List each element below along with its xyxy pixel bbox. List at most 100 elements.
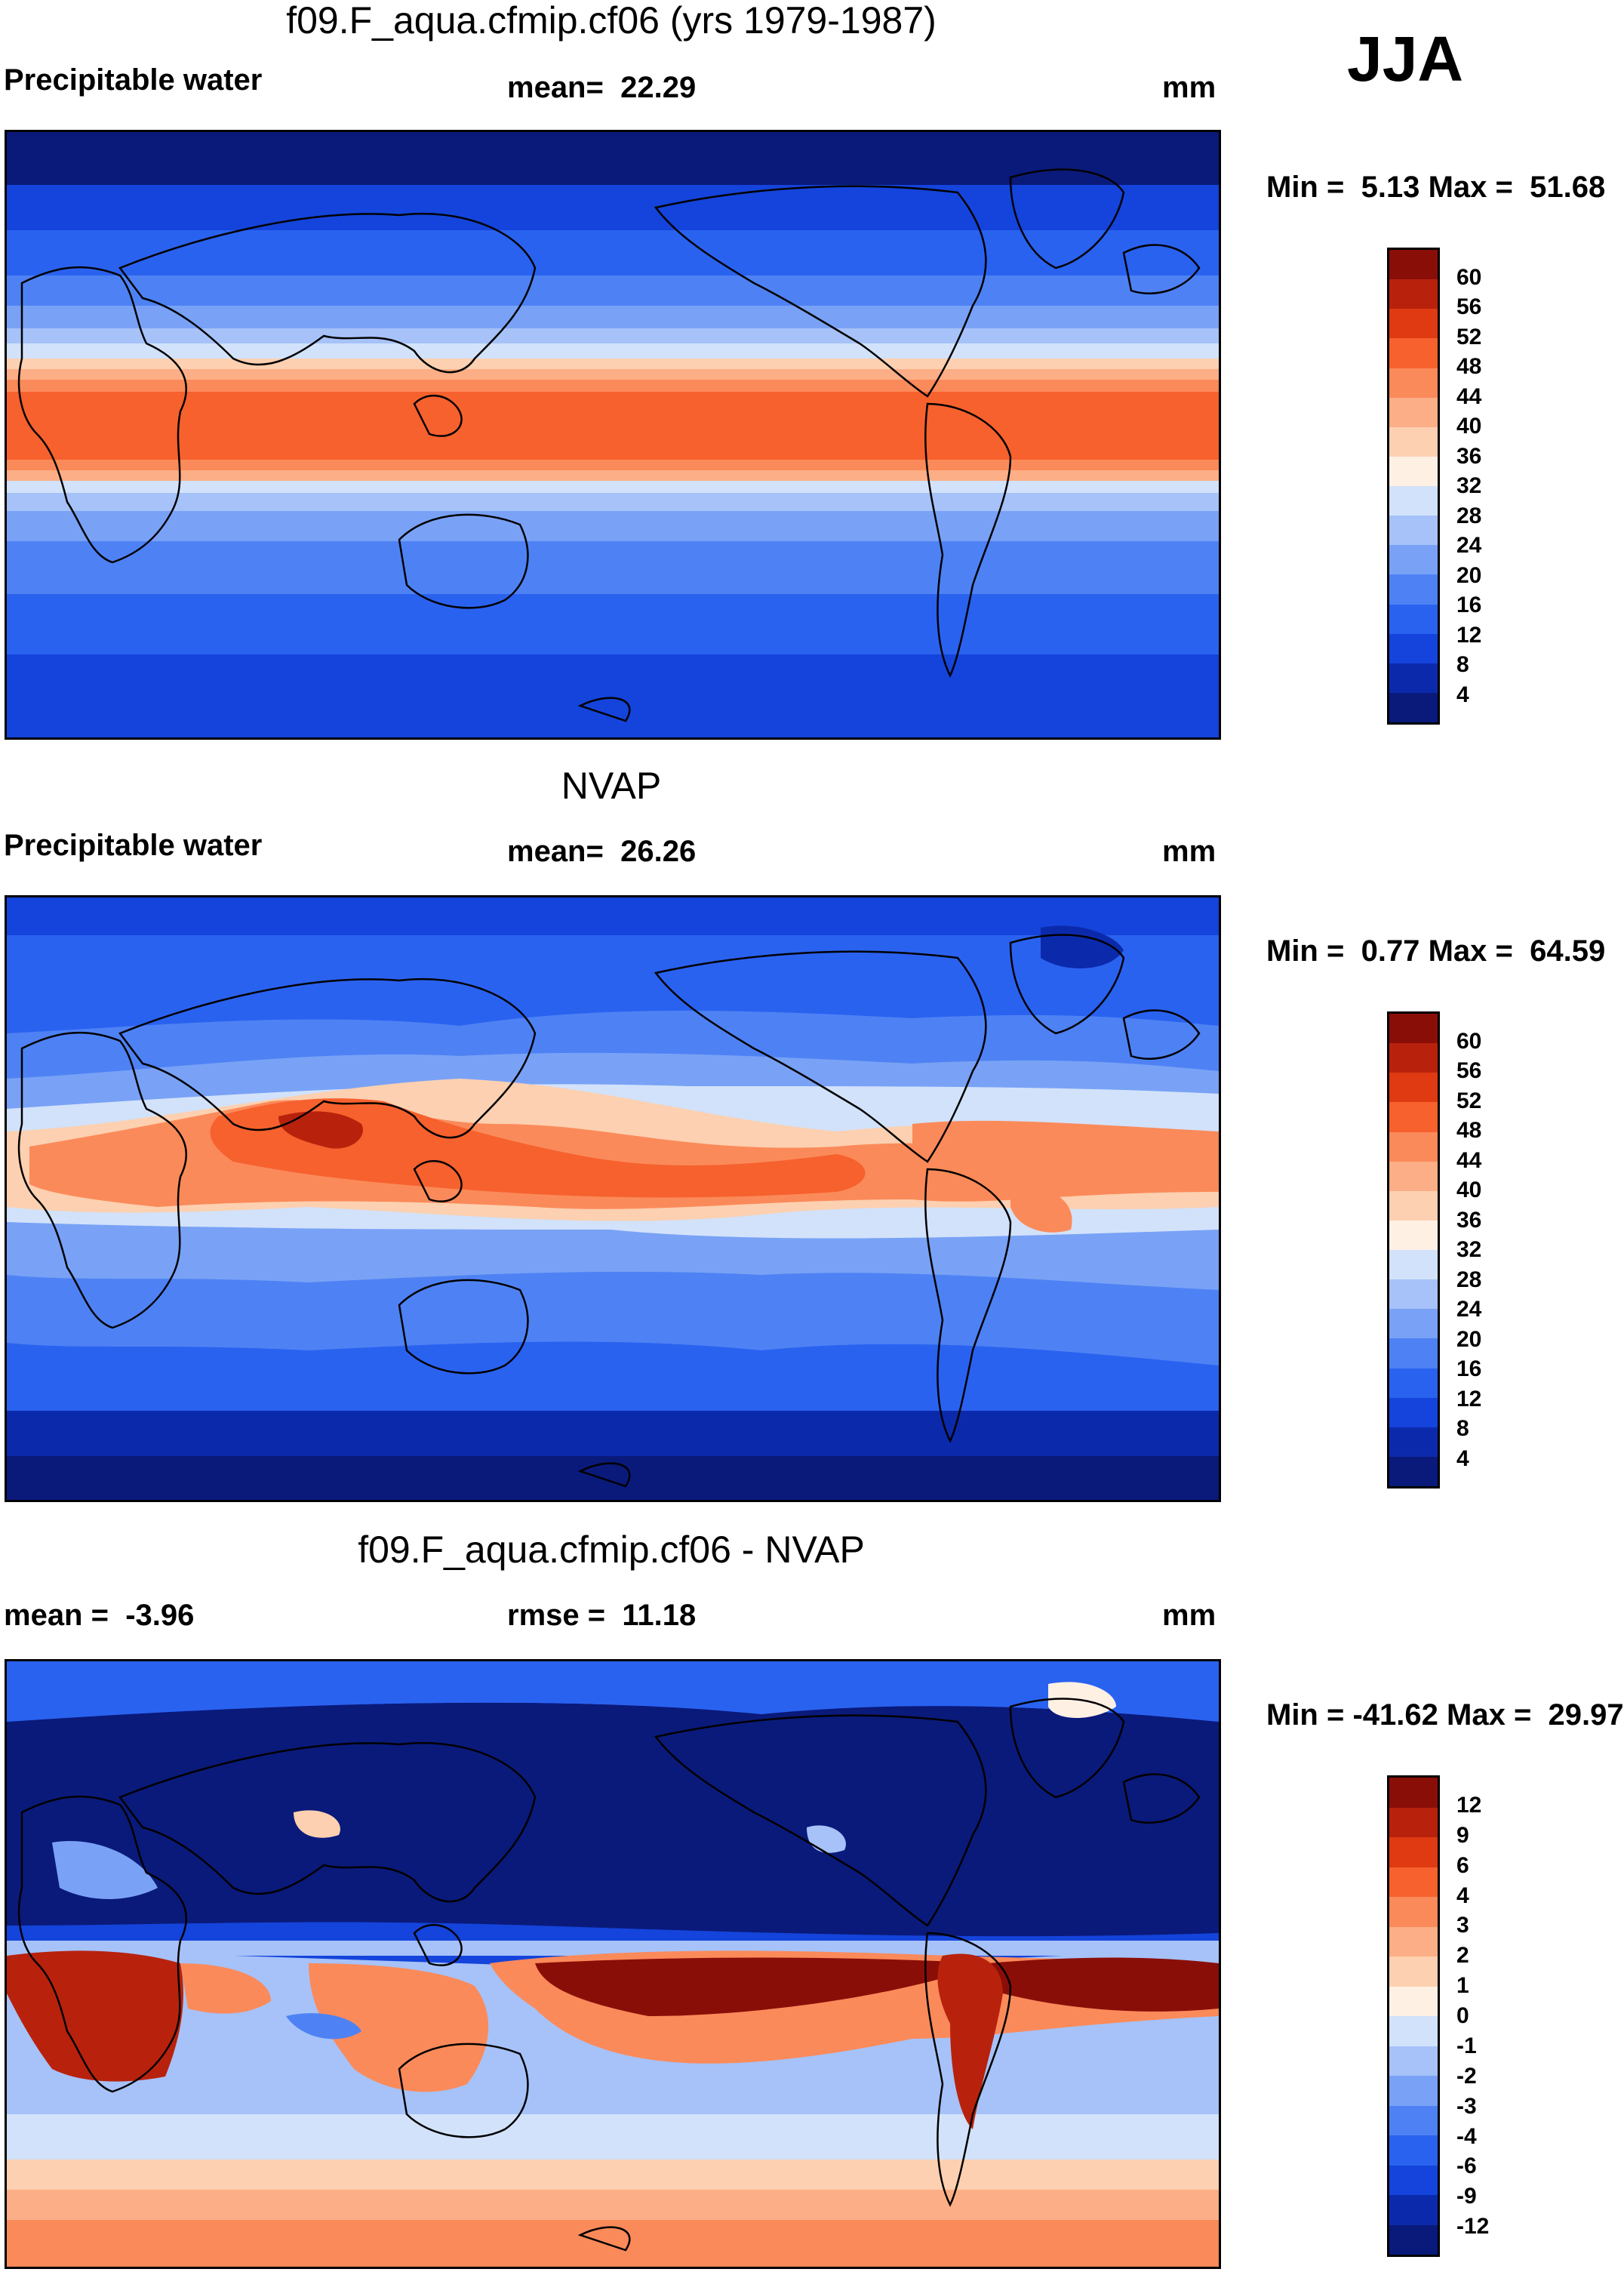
panel2-colorbar-swatch — [1389, 1043, 1438, 1073]
panel3-colorbar-swatch — [1389, 2224, 1438, 2255]
colorbar-tick: 2 — [1456, 1943, 1469, 1969]
panel2-colorbar-swatch — [1389, 1131, 1438, 1162]
colorbar-tick: -4 — [1456, 2123, 1477, 2149]
panel2-colorbar-swatch — [1389, 1190, 1438, 1221]
panel1-colorbar-swatch — [1389, 486, 1438, 516]
panel2-min-max: Min = 0.77 Max = 64.59 — [1266, 934, 1606, 968]
colorbar-tick: 60 — [1456, 1028, 1482, 1054]
panel3-colorbar-ticks: 12 9 6 4 3 2 1 0 -1 -2 -3 -4 -6 -9 -12 — [1456, 1775, 1532, 2257]
colorbar-tick: -3 — [1456, 2093, 1477, 2119]
panel3-colorbar-swatch — [1389, 1807, 1438, 1837]
colorbar-tick: 8 — [1456, 1416, 1469, 1441]
colorbar-tick: 8 — [1456, 652, 1469, 677]
colorbar-tick: 52 — [1456, 1088, 1482, 1113]
panel3-colorbar-swatch — [1389, 2135, 1438, 2166]
colorbar-tick: 24 — [1456, 1297, 1482, 1322]
panel1-colorbar-ticks: 60 56 52 48 44 40 36 32 28 24 20 16 12 8… — [1456, 248, 1532, 725]
colorbar-tick: -2 — [1456, 2063, 1477, 2089]
colorbar-tick: -9 — [1456, 2184, 1477, 2209]
panel1-title: f09.F_aqua.cfmip.cf06 (yrs 1979-1987) — [286, 0, 937, 42]
panel2-stat-label: mean= 26.26 — [507, 835, 697, 868]
colorbar-tick: 48 — [1456, 354, 1482, 379]
panel3-colorbar-swatch — [1389, 1778, 1438, 1808]
panel1-colorbar-swatch — [1389, 516, 1438, 546]
panel2-colorbar-swatch — [1389, 1309, 1438, 1339]
panel3-colorbar-swatch — [1389, 2046, 1438, 2076]
panel3-colorbar-swatch — [1389, 2076, 1438, 2106]
colorbar-tick: -12 — [1456, 2214, 1490, 2240]
panel3-map — [5, 1659, 1221, 2269]
colorbar-tick: 4 — [1456, 1445, 1469, 1471]
panel1-variable-label: Precipitable water — [4, 63, 263, 97]
panel1-colorbar-swatch — [1389, 692, 1438, 722]
panel3-colorbar-swatch — [1389, 2165, 1438, 2195]
colorbar-tick: 32 — [1456, 473, 1482, 498]
colorbar-tick: 36 — [1456, 443, 1482, 469]
panel3-colorbar-swatch — [1389, 1897, 1438, 1927]
panel1-colorbar-swatch — [1389, 309, 1438, 339]
panel3-title: f09.F_aqua.cfmip.cf06 - NVAP — [358, 1529, 865, 1571]
panel2-colorbar-swatch — [1389, 1368, 1438, 1398]
panel1-colorbar-swatch — [1389, 426, 1438, 457]
colorbar-tick: 24 — [1456, 533, 1482, 558]
panel1-min-max: Min = 5.13 Max = 51.68 — [1266, 171, 1606, 204]
colorbar-tick: 40 — [1456, 1178, 1482, 1202]
panel1-map — [5, 130, 1221, 740]
panel3-colorbar-swatch — [1389, 1926, 1438, 1956]
panel2-colorbar-swatch — [1389, 1250, 1438, 1280]
colorbar-tick: 20 — [1456, 562, 1482, 588]
panel1-colorbar-swatch — [1389, 397, 1438, 427]
panel3-colorbar-swatch — [1389, 1986, 1438, 2016]
panel3-colorbar-swatch — [1389, 2105, 1438, 2135]
panel3-colorbar-swatch — [1389, 1837, 1438, 1867]
panel2-colorbar-swatch — [1389, 1073, 1438, 1103]
colorbar-tick: -1 — [1456, 2033, 1477, 2058]
colorbar-tick: 16 — [1456, 1356, 1482, 1381]
season-label: JJA — [1347, 23, 1464, 94]
panel3-colorbar-swatch — [1389, 2195, 1438, 2225]
panel1-stat-label: mean= 22.29 — [507, 71, 697, 104]
panel3-colorbar-swatch — [1389, 2016, 1438, 2046]
panel1-colorbar-swatch — [1389, 633, 1438, 663]
colorbar-tick: 52 — [1456, 324, 1482, 349]
panel2-colorbar — [1387, 1011, 1440, 1488]
panel2-colorbar-swatch — [1389, 1427, 1438, 1457]
panel1-colorbar-swatch — [1389, 456, 1438, 486]
panel1-colorbar-swatch — [1389, 604, 1438, 634]
panel1-colorbar-swatch — [1389, 338, 1438, 368]
colorbar-tick: 28 — [1456, 503, 1482, 528]
panel2-map — [5, 895, 1221, 1502]
panel2-colorbar-swatch — [1389, 1397, 1438, 1427]
colorbar-tick: 12 — [1456, 622, 1482, 648]
panel3-stat-label: rmse = 11.18 — [507, 1599, 697, 1632]
colorbar-tick: 12 — [1456, 1792, 1482, 1818]
colorbar-tick: 9 — [1456, 1822, 1469, 1848]
panel3-colorbar — [1387, 1775, 1440, 2257]
panel3-mean-label: mean = -3.96 — [4, 1599, 195, 1632]
colorbar-tick: 16 — [1456, 593, 1482, 617]
colorbar-tick: 3 — [1456, 1913, 1469, 1938]
panel2-colorbar-swatch — [1389, 1456, 1438, 1486]
panel3-min-max: Min = -41.62 Max = 29.97 — [1266, 1698, 1624, 1732]
colorbar-tick: 36 — [1456, 1207, 1482, 1233]
panel2-title: NVAP — [561, 765, 662, 807]
panel2-colorbar-ticks: 60 56 52 48 44 40 36 32 28 24 20 16 12 8… — [1456, 1011, 1532, 1488]
panel1-colorbar-swatch — [1389, 663, 1438, 693]
panel2-colorbar-swatch — [1389, 1161, 1438, 1191]
panel1-colorbar-swatch — [1389, 250, 1438, 280]
panel2-units: mm — [1162, 835, 1216, 868]
colorbar-tick: 6 — [1456, 1852, 1469, 1878]
colorbar-tick: 40 — [1456, 414, 1482, 439]
colorbar-tick: 56 — [1456, 294, 1482, 319]
colorbar-tick: 32 — [1456, 1237, 1482, 1262]
colorbar-tick: 4 — [1456, 682, 1469, 707]
panel3-units: mm — [1162, 1599, 1216, 1632]
panel1-colorbar-swatch — [1389, 279, 1438, 309]
panel2-variable-label: Precipitable water — [4, 829, 263, 862]
colorbar-tick: 56 — [1456, 1058, 1482, 1083]
colorbar-tick: -6 — [1456, 2153, 1477, 2179]
panel2-colorbar-swatch — [1389, 1220, 1438, 1250]
colorbar-tick: 44 — [1456, 1147, 1482, 1173]
panel1-colorbar — [1387, 248, 1440, 725]
panel1-colorbar-swatch — [1389, 545, 1438, 575]
